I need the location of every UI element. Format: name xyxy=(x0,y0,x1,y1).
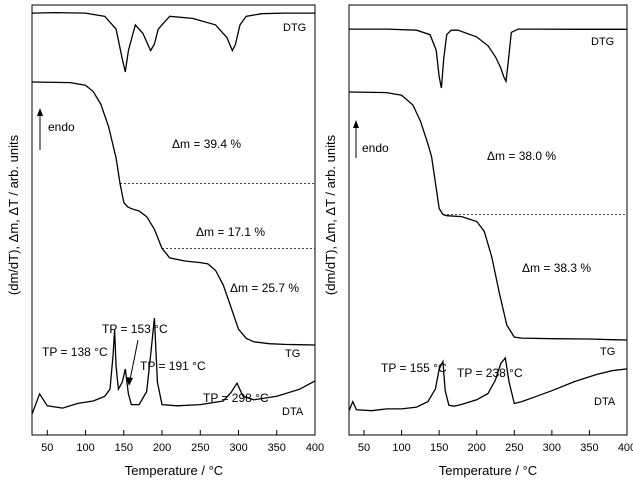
right-dtg-line xyxy=(349,28,627,89)
left-x-tick-label: 400 xyxy=(306,442,324,454)
left-tp4-annotation: TP = 298 °C xyxy=(203,391,269,405)
right-x-tick-label: 200 xyxy=(468,442,486,454)
left-x-axis-title: Temperature / °C xyxy=(125,463,223,478)
right-panel: 50 100 150 200 250 300 350 400 Temperature / °C… xyxy=(323,4,633,478)
left-x-tick-label: 50 xyxy=(41,442,53,454)
right-tg-line xyxy=(348,91,628,341)
left-tp2-arrowhead xyxy=(126,377,133,386)
left-tp2-arrow xyxy=(129,339,139,381)
left-curves xyxy=(31,11,316,415)
right-y-axis-title: (dm/dT), Δm, ΔT / arb. units xyxy=(323,134,338,295)
left-x-tick-label: 100 xyxy=(76,442,94,454)
left-tp1-annotation: TP = 138 °C xyxy=(42,345,108,359)
left-tp2-annotation: TP = 153 °C xyxy=(102,322,168,336)
right-plot-frame xyxy=(348,4,628,436)
right-tp2-annotation: TP = 238 °C xyxy=(457,366,523,380)
right-dtg-label: DTG xyxy=(591,36,614,48)
left-dta-line xyxy=(31,317,316,415)
right-endo-arrowhead xyxy=(353,120,359,128)
left-x-tick-label: 150 xyxy=(115,442,133,454)
left-y-axis-title: (dm/dT), Δm, ΔT / arb. units xyxy=(6,134,21,295)
left-tg-line xyxy=(31,81,316,346)
left-dm1-annotation: Δm = 39.4 % xyxy=(172,137,241,151)
right-x-tick-label: 50 xyxy=(358,442,370,454)
left-tp3-annotation: TP = 191 °C xyxy=(140,359,206,373)
right-x-tick-label: 400 xyxy=(618,442,633,454)
right-x-tick-label: 100 xyxy=(392,442,410,454)
right-x-axis-title: Temperature / °C xyxy=(439,463,537,478)
left-dm3-annotation: Δm = 25.7 % xyxy=(230,281,299,295)
left-endo-label: endo xyxy=(48,120,75,134)
left-dtg-label: DTG xyxy=(283,22,306,34)
right-dm1-annotation: Δm = 38.0 % xyxy=(487,149,556,163)
right-tg-label: TG xyxy=(600,346,615,358)
right-dta-label: DTA xyxy=(594,396,616,408)
left-x-tick-label: 300 xyxy=(229,442,247,454)
left-panel: 50 100 150 200 250 300 350 400 Temperature / °C… xyxy=(6,4,324,478)
left-x-tick-label: 200 xyxy=(153,442,171,454)
right-dm2-annotation: Δm = 38.3 % xyxy=(522,261,591,275)
left-endo-arrowhead xyxy=(37,108,43,116)
right-tp1-annotation: TP = 155 °C xyxy=(381,361,447,375)
left-dtg-line xyxy=(31,11,315,73)
left-dta-label: DTA xyxy=(282,406,304,418)
left-x-tick-label: 350 xyxy=(268,442,286,454)
right-x-tick-label: 350 xyxy=(580,442,598,454)
right-x-tick-label: 250 xyxy=(505,442,523,454)
left-tg-label: TG xyxy=(285,348,300,360)
right-x-ticks: 50 100 150 200 250 300 350 400 xyxy=(358,430,633,454)
left-dm2-annotation: Δm = 17.1 % xyxy=(196,225,265,239)
right-x-tick-label: 150 xyxy=(430,442,448,454)
right-dta-line xyxy=(348,356,628,412)
left-x-tick-label: 250 xyxy=(191,442,209,454)
left-plot-frame xyxy=(31,4,316,436)
right-curves xyxy=(348,28,628,412)
left-x-ticks: 50 100 150 200 250 300 350 400 xyxy=(41,430,324,454)
right-x-tick-label: 300 xyxy=(543,442,561,454)
right-endo-label: endo xyxy=(362,141,389,155)
